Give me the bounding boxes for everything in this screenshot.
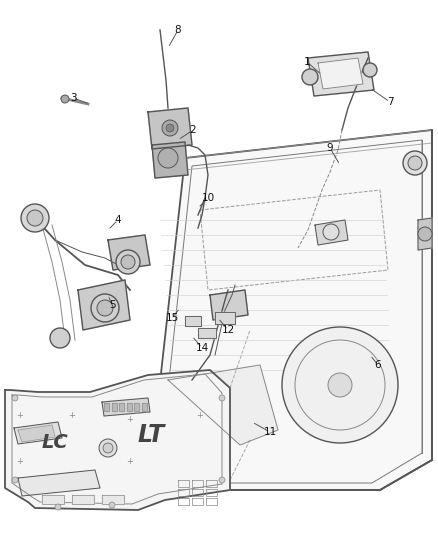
- Text: +: +: [69, 410, 75, 419]
- Text: +: +: [127, 416, 134, 424]
- Circle shape: [27, 210, 43, 226]
- Polygon shape: [418, 218, 432, 250]
- Circle shape: [219, 395, 225, 401]
- Text: 3: 3: [70, 93, 76, 103]
- Text: 9: 9: [327, 143, 333, 153]
- Circle shape: [418, 227, 432, 241]
- Circle shape: [363, 63, 377, 77]
- Text: 7: 7: [387, 97, 393, 107]
- Circle shape: [99, 439, 117, 457]
- Circle shape: [97, 300, 113, 316]
- Polygon shape: [152, 142, 188, 178]
- Polygon shape: [215, 312, 235, 324]
- Polygon shape: [148, 130, 432, 490]
- Polygon shape: [318, 58, 363, 89]
- Polygon shape: [119, 403, 124, 411]
- Circle shape: [162, 120, 178, 136]
- Text: 10: 10: [201, 193, 215, 203]
- Polygon shape: [108, 235, 150, 270]
- Circle shape: [109, 502, 115, 508]
- Text: +: +: [17, 410, 24, 419]
- Polygon shape: [148, 108, 192, 149]
- Text: 2: 2: [190, 125, 196, 135]
- Circle shape: [302, 69, 318, 85]
- Circle shape: [121, 255, 135, 269]
- Circle shape: [282, 327, 398, 443]
- Circle shape: [403, 151, 427, 175]
- Polygon shape: [18, 470, 100, 496]
- Text: 11: 11: [263, 427, 277, 437]
- Polygon shape: [78, 280, 130, 330]
- Polygon shape: [112, 403, 117, 411]
- Polygon shape: [210, 290, 248, 320]
- Circle shape: [158, 148, 178, 168]
- Text: +: +: [127, 457, 134, 466]
- Polygon shape: [198, 328, 216, 338]
- Text: 8: 8: [175, 25, 181, 35]
- Circle shape: [21, 204, 49, 232]
- Circle shape: [12, 477, 18, 483]
- Polygon shape: [134, 403, 139, 411]
- Text: LT: LT: [138, 423, 165, 447]
- Text: 1: 1: [304, 57, 310, 67]
- Polygon shape: [102, 398, 150, 416]
- Text: 14: 14: [195, 343, 208, 353]
- Polygon shape: [104, 403, 109, 411]
- Circle shape: [116, 250, 140, 274]
- Circle shape: [328, 373, 352, 397]
- Polygon shape: [127, 403, 131, 411]
- Circle shape: [323, 224, 339, 240]
- Text: 5: 5: [109, 300, 115, 310]
- Text: +: +: [197, 410, 203, 419]
- Polygon shape: [42, 495, 64, 504]
- Polygon shape: [14, 422, 62, 444]
- Text: 4: 4: [115, 215, 121, 225]
- Circle shape: [50, 328, 70, 348]
- Text: 12: 12: [221, 325, 235, 335]
- Circle shape: [219, 477, 225, 483]
- Circle shape: [55, 504, 61, 510]
- Circle shape: [103, 443, 113, 453]
- Circle shape: [12, 395, 18, 401]
- Text: 15: 15: [166, 313, 179, 323]
- Polygon shape: [5, 370, 230, 510]
- Polygon shape: [72, 495, 94, 504]
- Circle shape: [91, 294, 119, 322]
- Text: 6: 6: [374, 360, 381, 370]
- Circle shape: [61, 95, 69, 103]
- Polygon shape: [102, 495, 124, 504]
- Circle shape: [166, 124, 174, 132]
- Polygon shape: [141, 403, 146, 411]
- Polygon shape: [308, 52, 374, 96]
- Polygon shape: [185, 316, 201, 326]
- Text: +: +: [17, 457, 24, 466]
- Polygon shape: [18, 425, 55, 442]
- Circle shape: [408, 156, 422, 170]
- Text: LC: LC: [42, 433, 69, 452]
- Polygon shape: [315, 220, 348, 245]
- Polygon shape: [168, 365, 278, 445]
